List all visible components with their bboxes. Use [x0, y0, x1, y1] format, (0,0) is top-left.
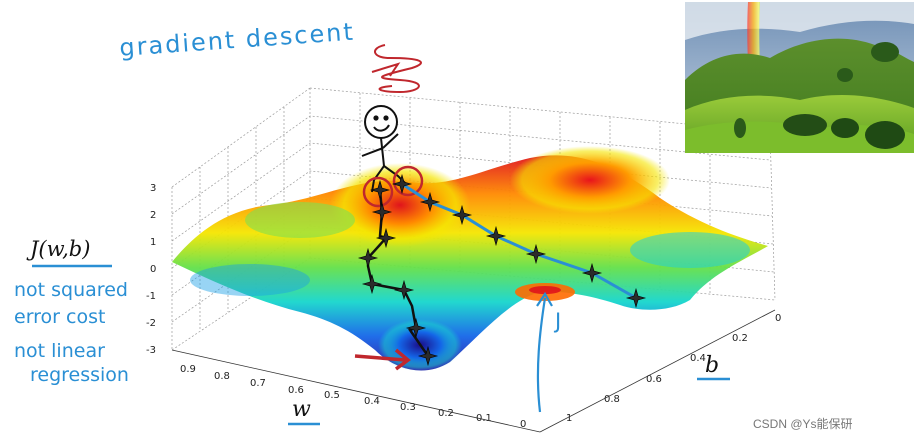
step-marker: [361, 273, 383, 295]
z-tick: 1: [150, 237, 156, 248]
swirl-icon: [371, 44, 422, 94]
step-marker: [417, 345, 439, 367]
step-marker: [451, 204, 473, 226]
w-tick: 0.3: [400, 402, 416, 413]
b-axis-label: b: [705, 353, 719, 378]
step-marker: [391, 173, 413, 195]
z-tick: 3: [150, 183, 156, 194]
step-marker: [485, 225, 507, 247]
step-marker: [581, 262, 603, 284]
w-tick: 0.6: [288, 385, 304, 396]
note-line: regression: [30, 364, 129, 386]
j-note: J: [553, 309, 561, 333]
step-marker: [369, 179, 391, 201]
b-tick: 0: [775, 313, 781, 324]
front-axes: [171, 309, 776, 433]
b-tick: 1: [566, 413, 572, 424]
start-circle: [362, 176, 394, 208]
step-marker: [419, 191, 441, 213]
w-tick: 0.5: [324, 390, 340, 401]
w-tick: 0.2: [438, 408, 454, 419]
b-tick: 0.2: [732, 333, 748, 344]
w-tick: 0.1: [476, 413, 492, 424]
z-axis-ticks: 3 2 1 0 -1 -2 -3: [146, 183, 156, 356]
w-axis-ticks: 0.9 0.8 0.7 0.6 0.5 0.4 0.3 0.2 0.1 0: [180, 364, 526, 430]
j-arrow-head: [536, 291, 553, 307]
z-tick: -1: [146, 291, 156, 302]
step-marker: [371, 201, 393, 223]
w-axis-label: w: [292, 397, 311, 422]
b-axis-ticks: 0 0.2 0.4 0.6 0.8 1: [566, 313, 781, 424]
w-tick: 0.9: [180, 364, 196, 375]
descent-steps: [357, 173, 647, 367]
step-marker: [357, 247, 379, 269]
z-tick: -2: [146, 318, 156, 329]
landscape-photo: [685, 2, 914, 153]
j-arrow: [536, 297, 547, 413]
minimum-arrow-head: [394, 348, 411, 371]
start-circle: [392, 165, 424, 197]
w-tick: 0: [520, 419, 526, 430]
w-tick: 0.4: [364, 396, 380, 407]
z-tick: -3: [146, 345, 156, 356]
note-line: not squared: [14, 279, 128, 301]
gradient-descent-title: gradient descent: [118, 18, 355, 62]
z-tick: 0: [150, 264, 156, 275]
z-tick: 2: [150, 210, 156, 221]
b-tick: 0.4: [690, 353, 706, 364]
b-tick: 0.8: [604, 394, 620, 405]
minimum-arrow: [354, 354, 406, 362]
step-marker: [393, 279, 415, 301]
note-line: error cost: [14, 306, 105, 328]
watermark: CSDN @Ys能保研: [753, 417, 853, 431]
step-marker: [375, 227, 397, 249]
step-marker: [625, 287, 647, 309]
step-marker: [405, 317, 427, 339]
b-tick: 0.6: [646, 374, 662, 385]
j-axis-label: J(w,b): [26, 237, 90, 261]
w-tick: 0.7: [250, 378, 266, 389]
w-tick: 0.8: [214, 371, 230, 382]
note-line: not linear: [14, 340, 105, 362]
cost-surface: [172, 146, 768, 371]
step-marker: [525, 243, 547, 265]
